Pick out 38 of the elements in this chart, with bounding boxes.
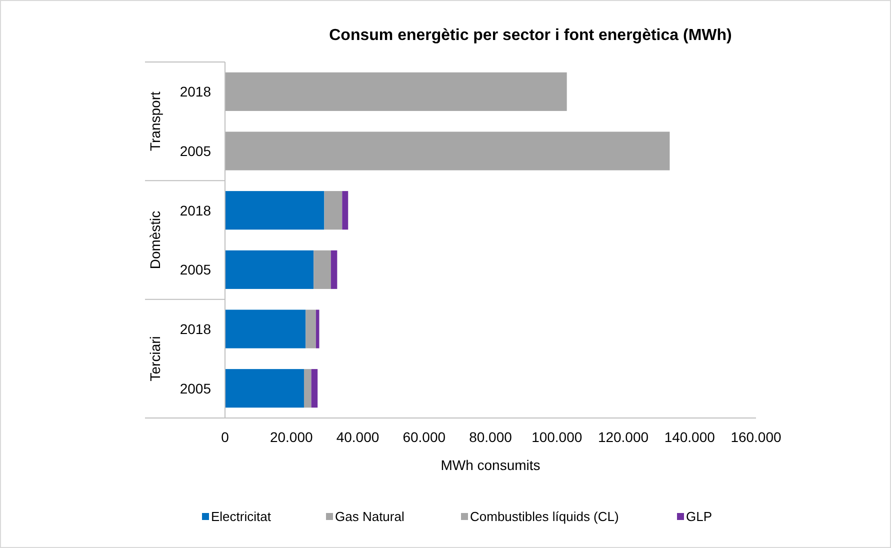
- bar: [324, 191, 342, 230]
- bar: [316, 310, 320, 348]
- legend-label: Gas Natural: [335, 509, 404, 524]
- x-axis-title: MWh consumits: [440, 457, 540, 473]
- bar: [330, 250, 338, 289]
- x-tick-label: 0: [221, 429, 230, 445]
- legend-label: Electricitat: [211, 509, 272, 524]
- legend-label: GLP: [686, 509, 712, 524]
- x-tick-label: 20.000: [270, 429, 313, 445]
- text: Domèstic: [147, 210, 163, 270]
- text: Transport: [147, 92, 163, 152]
- bar: [225, 191, 324, 230]
- chart-title: Consum energètic per sector i font energètica (MWh): [329, 27, 732, 44]
- x-tick-label: 40.000: [336, 429, 380, 445]
- y-tick-label: 2005: [180, 143, 212, 159]
- bar: [225, 132, 670, 170]
- legend-label: Combustibles líquids (CL): [470, 509, 619, 524]
- bar: [225, 369, 304, 408]
- x-tick-label: 140.000: [664, 429, 716, 445]
- y-tick-label: 2005: [180, 380, 212, 396]
- y-tick-label: 2018: [180, 202, 212, 218]
- bar: [314, 250, 331, 289]
- x-tick-label: 160.000: [730, 429, 782, 445]
- bar: [225, 310, 306, 348]
- y-tick-label: 2005: [180, 262, 212, 278]
- x-tick-label: 100.000: [532, 429, 582, 445]
- x-tick-label: 80.000: [469, 429, 512, 445]
- y-tick-label: 2018: [180, 321, 212, 337]
- bar: [304, 369, 312, 408]
- x-tick-label: 120.000: [598, 429, 649, 445]
- x-tick-label: 60.000: [402, 429, 446, 445]
- bar: [311, 369, 318, 408]
- bar: [225, 72, 567, 111]
- bar: [225, 250, 314, 289]
- bar: [306, 310, 316, 348]
- y-tick-label: 2018: [180, 84, 212, 100]
- bar: [342, 191, 348, 230]
- text: Terciari: [147, 336, 163, 382]
